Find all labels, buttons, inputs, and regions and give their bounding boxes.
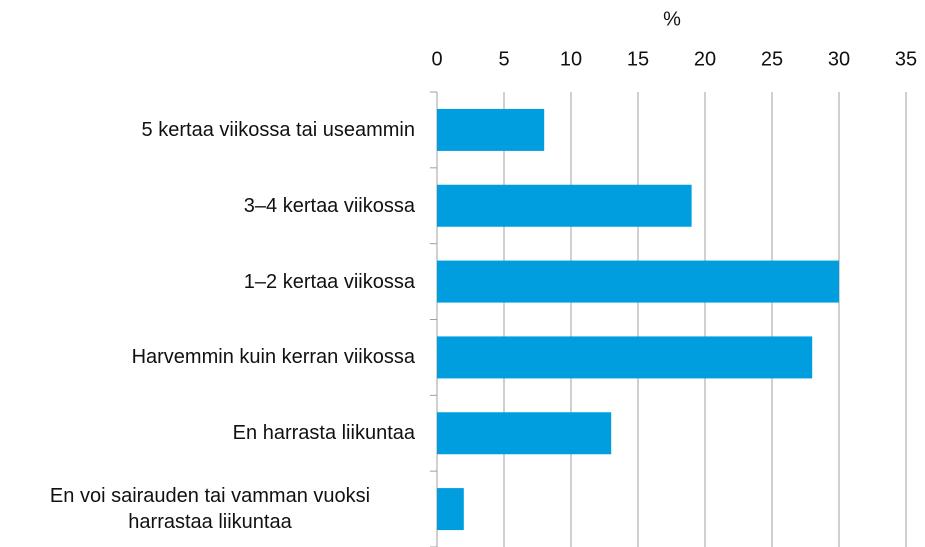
y-tick-label: 5 kertaa viikossa tai useammin (141, 118, 415, 141)
x-tick-label: 35 (895, 48, 917, 70)
y-tick-label-box: 5 kertaa viikossa tai useammin (142, 92, 415, 168)
y-tick-label-box: 3–4 kertaa viikossa (244, 168, 415, 244)
y-tick-label: 1–2 kertaa viikossa (243, 270, 415, 293)
x-tick-label: 0 (431, 48, 442, 70)
bar (437, 412, 612, 455)
x-axis-label: % (663, 8, 681, 30)
x-tick-label: 5 (498, 48, 509, 70)
y-tick-label-box: En voi sairauden tai vamman vuoksi harra… (5, 471, 415, 547)
y-tick-label: 3–4 kertaa viikossa (243, 194, 415, 217)
y-tick-label-box: En harrasta liikuntaa (233, 395, 415, 471)
bar (437, 108, 545, 151)
y-tick-label: En harrasta liikuntaa (232, 422, 415, 445)
x-tick-label: 20 (694, 48, 716, 70)
x-tick-label: 10 (560, 48, 582, 70)
x-tick-label: 30 (828, 48, 850, 70)
bar (437, 260, 839, 303)
bar (437, 336, 813, 379)
x-tick-label: 15 (627, 48, 649, 70)
bar (437, 184, 692, 227)
y-tick-label-box: Harvemmin kuin kerran viikossa (132, 320, 415, 396)
y-tick-label: En voi sairauden tai vamman vuoksi harra… (49, 485, 371, 534)
x-tick-label: 25 (761, 48, 783, 70)
y-tick-label-box: 1–2 kertaa viikossa (244, 244, 415, 320)
y-tick-label: Harvemmin kuin kerran viikossa (131, 346, 415, 369)
bar (437, 488, 464, 531)
